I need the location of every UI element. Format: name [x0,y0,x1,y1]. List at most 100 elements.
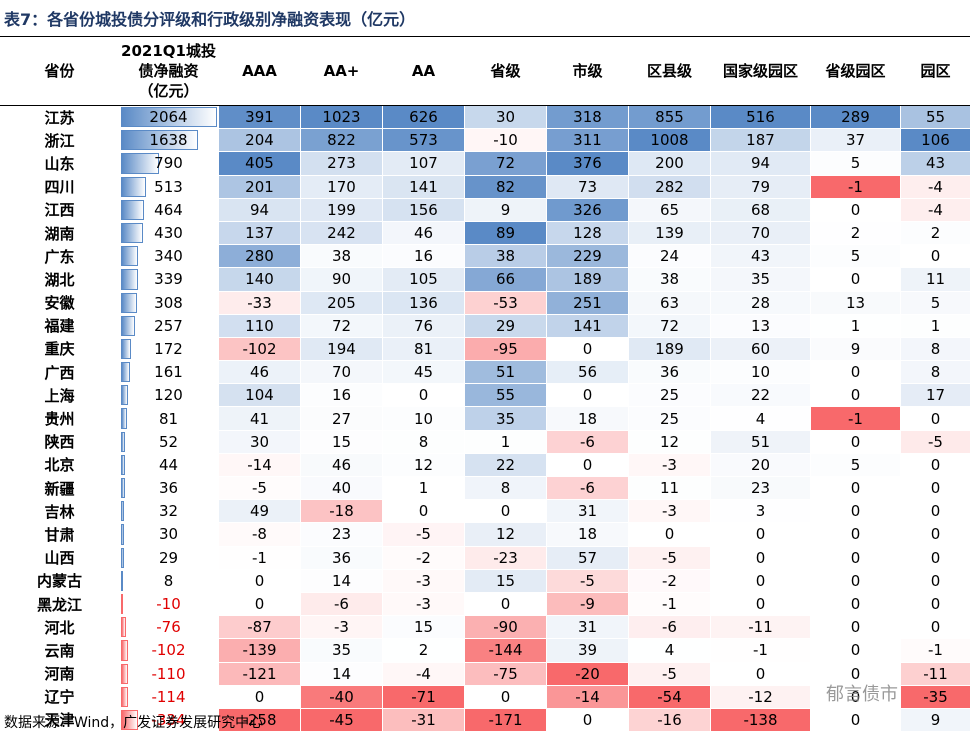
cell-value: -5 [416,525,431,544]
cell-value: 0 [850,363,861,382]
value-cell: 66 [464,267,547,292]
cell-value: 25 [659,386,680,405]
cell-value: -2 [662,571,677,590]
cell-value: -114 [151,687,186,706]
value-cell: 43 [900,151,970,176]
cell-value: 5 [850,247,861,266]
cell-value: 70 [750,224,771,243]
cell-value: 65 [659,200,680,219]
cell-value: 0 [930,548,941,567]
value-cell: 106 [900,128,970,153]
value-cell: -114 [118,684,219,709]
value-cell: -4 [900,197,970,222]
value-cell: 308 [118,290,219,315]
value-cell: 0 [900,522,970,547]
value-cell: -95 [464,336,547,362]
value-cell: 72 [628,313,711,338]
value-cell: 0 [810,591,901,617]
cell-value: 0 [850,595,861,614]
value-cell: 0 [810,568,901,593]
cell-value: -23 [493,548,518,567]
value-cell: 3 [710,499,811,524]
cell-value: 36 [158,479,179,498]
cell-value: 141 [409,177,438,196]
value-cell: 855 [628,104,711,130]
value-cell: -334 [118,707,219,733]
value-cell: -5 [546,568,629,593]
cell-value: 0 [500,502,511,521]
cell-value: 161 [154,363,183,382]
value-cell: 0 [546,383,629,408]
cell-value: 0 [850,502,861,521]
cell-value: 0 [755,571,766,590]
province-cell: 河南 [0,661,119,686]
cell-value: 1638 [149,131,188,150]
cell-value: -3 [662,455,677,474]
cell-value: 38 [331,247,352,266]
value-cell: -1 [810,174,901,199]
value-cell: 82 [464,174,547,199]
cell-value: -5 [252,479,267,498]
cell-value: -33 [247,293,272,312]
cell-value: 120 [154,386,183,405]
value-cell: -5 [628,545,711,570]
value-cell: 90 [300,267,383,292]
value-cell: 55 [900,104,970,130]
data-bar [121,107,217,128]
value-cell: 194 [300,336,383,362]
table-row: 云南 -102 -139 35 2 -144 39 4 -1 0 -1 [0,638,970,663]
value-cell: 14 [300,661,383,686]
value-cell: -90 [464,615,547,640]
cell-value: 94 [750,154,771,173]
value-cell: 36 [628,360,711,385]
value-cell: 139 [628,220,711,246]
table-row: 浙江 1638 204 822 573 -10 311 1008 187 37 106 [0,128,970,153]
cell-value: -10 [156,595,181,614]
cell-value: 10 [413,409,434,428]
header-row: 省份 2021Q1城投 债净融资 （亿元） AAA AA+ AA 省级 市级 区县级 国家级园区 省级… [0,37,970,106]
value-cell: 12 [464,522,547,547]
cell-value: 289 [841,108,870,127]
cell-value: 55 [925,108,946,127]
table-row: 黑龙江 -10 0 -6 -3 0 -9 -1 0 0 0 [0,591,970,617]
value-cell: 1023 [300,104,383,130]
value-cell: 2 [810,220,901,246]
cell-value: 0 [850,618,861,637]
cell-value: -1 [252,548,267,567]
data-bar [121,176,147,197]
value-cell: 626 [382,104,465,130]
value-cell: 822 [300,128,383,153]
cell-value: 5 [850,455,861,474]
value-cell: 170 [300,174,383,199]
cell-value: -3 [416,571,431,590]
cell-value: 1023 [322,108,361,127]
cell-value: 0 [254,595,265,614]
value-cell: 0 [546,452,629,478]
value-cell: 128 [546,220,629,246]
cell-value: 4 [664,641,675,660]
value-cell: -11 [900,661,970,686]
value-cell: -14 [546,684,629,709]
cell-value: -3 [662,502,677,521]
value-cell: -1 [628,591,711,617]
value-cell: 40 [300,475,383,501]
cell-value: 20 [750,455,771,474]
value-cell: 257 [118,313,219,338]
cell-value: -31 [411,710,436,729]
province-cell: 江西 [0,197,119,222]
cell-value: 2064 [149,108,188,127]
value-cell: 0 [546,707,629,733]
value-cell: 30 [218,429,301,454]
cell-value: -35 [923,687,948,706]
cell-value: 376 [573,154,602,173]
value-cell: 189 [546,267,629,292]
cell-value: -102 [242,339,277,358]
cell-value: 194 [327,339,356,358]
value-cell: 16 [300,383,383,408]
cell-value: 25 [659,409,680,428]
value-cell: -20 [546,661,629,686]
value-cell: -45 [300,707,383,733]
header-line: 债净融资 [138,62,199,80]
cell-value: 1 [500,432,511,451]
data-bar [121,686,129,707]
